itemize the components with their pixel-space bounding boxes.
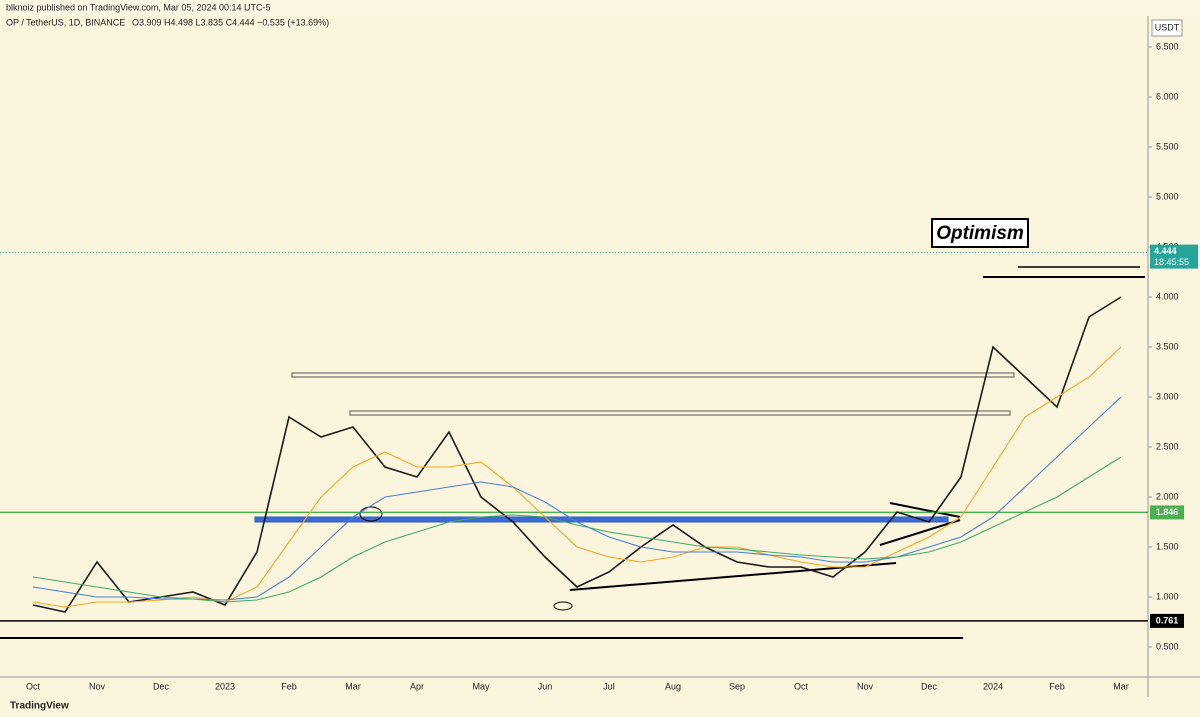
drawings	[0, 266, 1145, 639]
box	[349, 410, 1011, 416]
y-tick-label: 5.000	[1156, 191, 1179, 201]
x-tick-label: Feb	[281, 681, 297, 691]
last-price-label: 4.444	[1154, 246, 1177, 256]
x-tick-label: Apr	[410, 681, 424, 691]
price-line	[32, 396, 1122, 601]
x-tick-label: May	[472, 681, 490, 691]
y-tick-label: 3.500	[1156, 341, 1179, 351]
header-bar	[0, 0, 1200, 16]
level-label: 0.761	[1156, 615, 1179, 625]
last-price-tag	[1150, 244, 1198, 269]
x-tick-label: 2023	[215, 681, 235, 691]
x-tick-label: Dec	[921, 681, 938, 691]
level-tag	[1150, 505, 1184, 520]
band	[254, 516, 949, 523]
y-tick-label: 0.500	[1156, 641, 1179, 651]
x-tick-label: Dec	[153, 681, 170, 691]
circle	[553, 601, 573, 611]
y-tick-label: 2.000	[1156, 491, 1179, 501]
x-tick-label: Nov	[89, 681, 106, 691]
y-tick-label: 3.000	[1156, 391, 1179, 401]
level-label: 1.846	[1156, 507, 1179, 517]
x-tick-label: Oct	[794, 681, 809, 691]
x-tick-label: Mar	[1113, 681, 1129, 691]
trendline	[879, 519, 961, 546]
annotation-box	[931, 218, 1029, 248]
x-tick-label: Jun	[538, 681, 553, 691]
currency-box	[1151, 19, 1183, 37]
x-tick-label: 2024	[983, 681, 1003, 691]
annotation: Optimism	[936, 223, 1024, 244]
x-tick-label: Oct	[26, 681, 41, 691]
chart-title: OP / TetherUS, 1D, BINANCE	[6, 17, 125, 27]
x-tick-label: Sep	[729, 681, 745, 691]
box	[291, 372, 1015, 378]
x-tick-label: Jul	[603, 681, 615, 691]
level-tag	[1150, 613, 1184, 628]
x-tick-label: Mar	[345, 681, 361, 691]
x-tick-label: Aug	[665, 681, 681, 691]
y-tick-label: 5.500	[1156, 141, 1179, 151]
circle	[359, 506, 383, 522]
header: blknoiz published on TradingView.com, Ma…	[6, 2, 271, 12]
x-tick-label: Feb	[1049, 681, 1065, 691]
y-tick-label: 1.500	[1156, 541, 1179, 551]
y-tick-label: 6.000	[1156, 91, 1179, 101]
trendline	[889, 502, 961, 518]
x-tick-label: Nov	[857, 681, 874, 691]
footer: TradingView	[10, 701, 69, 712]
currency: USDT	[1155, 22, 1180, 32]
y-tick-label: 6.500	[1156, 41, 1179, 51]
countdown: 18:45:55	[1154, 257, 1189, 267]
y-tick-label: 1.000	[1156, 591, 1179, 601]
price-line	[32, 456, 1122, 603]
price-line	[32, 346, 1122, 608]
y-tick-label: 4.000	[1156, 291, 1179, 301]
ohlc: O3.909 H4.498 L3.835 C4.444 −0.535 (+13.…	[132, 17, 329, 27]
y-tick-label: 2.500	[1156, 441, 1179, 451]
